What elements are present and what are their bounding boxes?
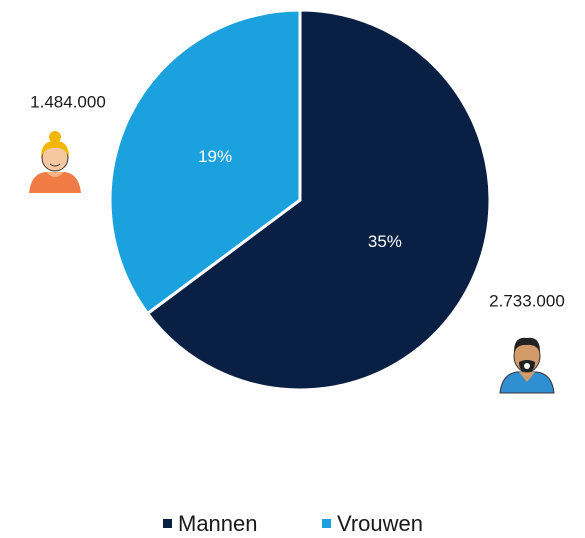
legend-label: Mannen: [178, 511, 258, 536]
value-label: 2.733.000: [489, 291, 565, 310]
legend-label: Vrouwen: [337, 511, 423, 536]
value-label: 1.484.000: [30, 92, 106, 111]
share-label: 35%: [368, 232, 402, 251]
chart: Mannen Vrouwen 35% 2.733.000 19% 1.484.000: [0, 0, 585, 538]
woman-icon: [29, 131, 81, 193]
share-label: 19%: [198, 147, 232, 166]
legend-swatch: [163, 519, 172, 528]
man-icon: [500, 338, 554, 393]
legend-swatch: [322, 519, 331, 528]
